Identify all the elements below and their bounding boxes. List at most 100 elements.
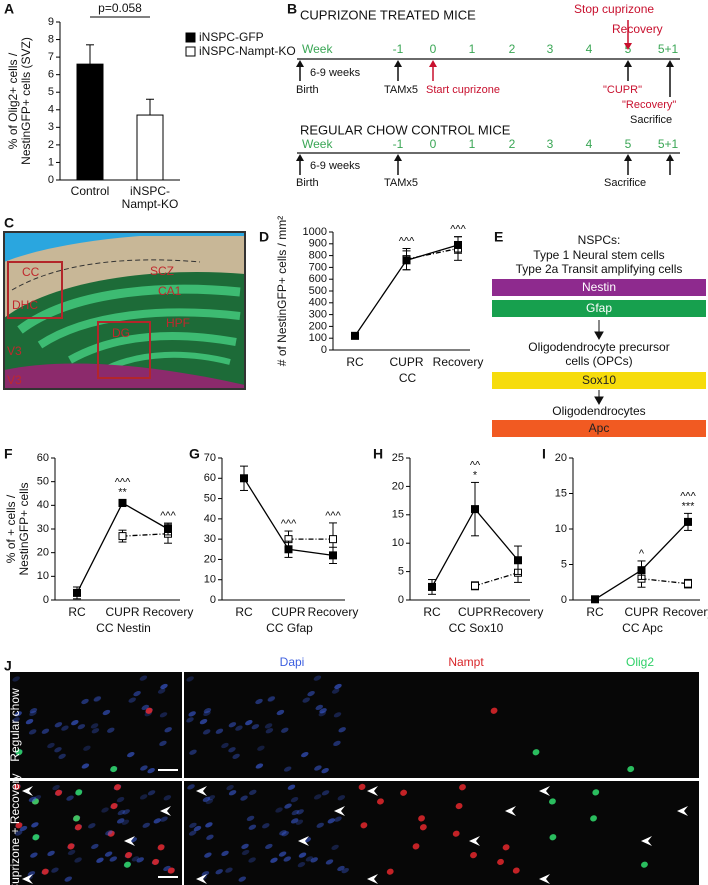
y-tick-label: 6 [48,69,54,81]
week-number: 4 [586,42,593,56]
nucleus [109,856,118,862]
nucleus [248,857,256,863]
y-tick-label: 5 [561,558,567,570]
nucleus [159,712,168,718]
nucleus [30,852,38,858]
nucleus [188,830,197,836]
arrowhead [641,836,652,846]
nucleus [240,795,248,801]
nucleus [283,766,292,772]
y-tick-label: 50 [204,492,216,504]
nucleus [127,751,135,758]
nucleus [193,825,202,832]
nucleus [13,783,21,791]
nucleus [157,844,165,851]
nucleus [221,850,229,856]
nucleus [159,740,167,746]
nucleus [136,857,144,863]
nucleus [264,723,273,729]
week-number: 2 [509,137,516,151]
y-tick-label: 40 [37,499,49,511]
nucleus [497,858,504,866]
nucleus [337,795,346,801]
series-line [122,533,169,537]
region-box [97,321,151,379]
nucleus [91,843,99,850]
nucleus [360,822,368,829]
micrograph [527,781,699,885]
nucleus [452,830,460,837]
x-tick-label: RC [586,605,604,619]
nucleus [124,861,131,868]
marker-bar [492,300,706,317]
x-tick-label: CUPR [389,355,423,369]
y-tick-label: 50 [37,476,49,488]
arrowhead [196,874,207,884]
legend-swatch [185,32,196,43]
significance: ^^^ [680,490,696,502]
week-number: -1 [393,42,404,56]
nucleus [81,698,89,705]
y-tick-label: 0 [561,594,567,606]
nucleus [202,796,211,802]
event-label: "CUPR" [603,84,642,96]
condition-label: Regular chow [8,688,22,762]
week-number: 5+1 [658,42,679,56]
week-number: -1 [393,137,404,151]
nucleus [358,783,366,791]
nucleus [133,690,141,697]
nucleus [270,857,278,863]
y-tick-label: 1000 [303,226,327,238]
arrow-head [624,43,632,50]
nucleus [215,728,224,734]
legend-swatch [185,46,196,57]
arrow-head [429,60,437,67]
nucleus [228,722,237,728]
region-label: V3 [7,373,22,387]
nucleus [297,862,306,868]
significance: ^^^ [399,235,415,247]
y-tick-label: 10 [555,523,567,535]
arrowhead [367,874,378,884]
marker [637,566,646,575]
nucleus [310,857,318,863]
marker [471,505,479,514]
x-axis-label: CC Gfap [266,621,313,635]
nucleus [267,696,275,702]
nucleus [139,675,148,681]
week-number: 2 [509,42,516,56]
nucleus [147,790,156,796]
nucleus [283,856,292,862]
nucleus [470,852,477,859]
marker [284,545,293,554]
y-tick-label: 5 [398,566,404,578]
marker-bar [492,372,706,389]
nucleus [290,818,299,824]
panel-letter: C [4,215,14,231]
x-tick-label: Control [71,184,110,198]
nucleus [128,697,136,703]
nucleus [341,867,350,874]
region-label: V3 [7,344,22,358]
marker [351,331,359,340]
nucleus [77,724,86,730]
lineage-text: cells (OPCs) [565,354,632,368]
panel-letter: H [373,446,383,462]
marker [514,556,522,565]
week-number: 3 [547,137,554,151]
x-tick-label: Recovery [663,605,708,619]
nucleus [206,834,214,840]
nucleus [41,868,49,875]
week-label: Week [302,137,333,151]
nucleus [145,707,153,714]
y-tick-label: 20 [392,480,404,492]
nucleus [337,865,345,872]
x-tick-label: iNSPC-Nampt-KO [122,184,179,211]
nucleus [592,789,600,796]
nucleus [641,861,648,868]
nucleus [104,851,113,857]
y-axis-label: % of + cells / [4,494,18,563]
y-tick-label: 0 [398,594,404,606]
nucleus [12,717,20,723]
x-tick-label: CUPR [271,605,305,619]
